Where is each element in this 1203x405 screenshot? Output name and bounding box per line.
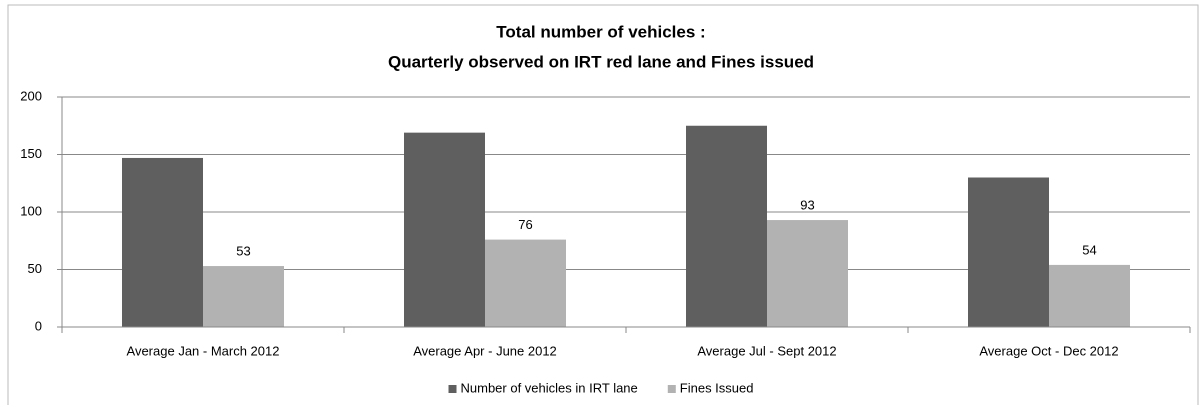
legend-swatch <box>667 385 676 393</box>
y-tick-label: 0 <box>35 318 42 333</box>
bar <box>203 266 284 327</box>
x-tick-label: Average Jan - March 2012 <box>127 343 280 358</box>
y-tick-label: 50 <box>28 261 42 276</box>
legend-swatch <box>448 385 457 393</box>
data-label: 54 <box>1082 242 1096 257</box>
bar <box>404 132 485 327</box>
bar <box>122 157 203 327</box>
data-label: 93 <box>800 197 814 212</box>
bar <box>767 220 848 327</box>
bar <box>686 125 767 327</box>
bar <box>968 177 1049 327</box>
data-label: 76 <box>518 217 532 232</box>
y-tick-label: 100 <box>20 203 42 218</box>
y-tick-label: 150 <box>20 146 42 161</box>
chart-title: Quarterly observed on IRT red lane and F… <box>388 52 814 71</box>
data-label: 53 <box>236 243 250 258</box>
x-tick-label: Average Oct - Dec 2012 <box>979 343 1118 358</box>
chart-frame <box>7 4 1199 405</box>
legend-label: Number of vehicles in IRT lane <box>461 380 638 395</box>
chart-title: Total number of vehicles : <box>496 22 705 41</box>
bar <box>485 239 566 327</box>
legend-label: Fines Issued <box>680 380 754 395</box>
bar <box>1049 264 1130 327</box>
x-tick-label: Average Jul - Sept 2012 <box>697 343 836 358</box>
x-tick-label: Average Apr - June 2012 <box>413 343 557 358</box>
y-tick-label: 200 <box>20 88 42 103</box>
